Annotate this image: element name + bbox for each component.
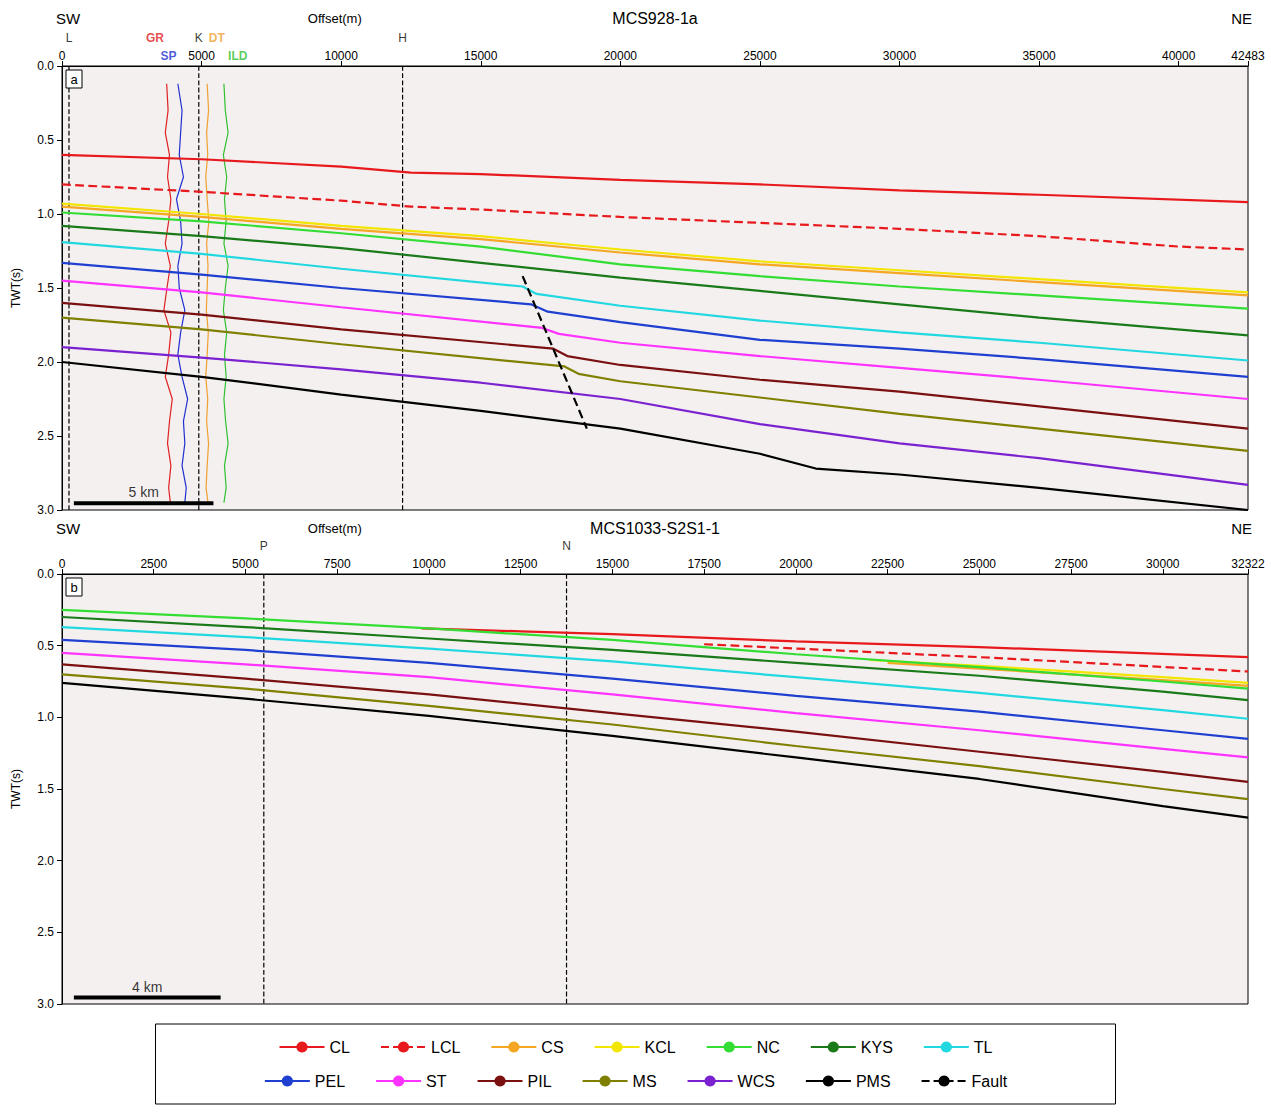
svg-text:0: 0 (59, 49, 66, 63)
svg-text:2.0: 2.0 (37, 355, 54, 369)
svg-text:30000: 30000 (883, 49, 917, 63)
svg-text:K: K (195, 31, 203, 45)
svg-text:TL: TL (974, 1039, 993, 1056)
svg-text:1.0: 1.0 (37, 207, 54, 221)
svg-text:H: H (398, 31, 407, 45)
svg-text:2.5: 2.5 (37, 429, 54, 443)
svg-text:P: P (260, 539, 268, 553)
svg-text:ILD: ILD (228, 49, 248, 63)
svg-text:SP: SP (160, 49, 176, 63)
svg-text:MCS1033-S2S1-1: MCS1033-S2S1-1 (590, 520, 720, 537)
svg-text:30000: 30000 (1146, 557, 1180, 571)
svg-text:0: 0 (59, 557, 66, 571)
svg-text:WCS: WCS (738, 1073, 775, 1090)
svg-text:20000: 20000 (604, 49, 638, 63)
svg-text:1.5: 1.5 (37, 782, 54, 796)
svg-text:Offset(m): Offset(m) (308, 11, 362, 26)
svg-text:5000: 5000 (188, 49, 215, 63)
svg-text:ST: ST (426, 1073, 447, 1090)
svg-text:22500: 22500 (871, 557, 905, 571)
svg-text:SW: SW (56, 10, 81, 27)
svg-text:20000: 20000 (779, 557, 813, 571)
svg-text:1.5: 1.5 (37, 281, 54, 295)
svg-text:NC: NC (757, 1039, 780, 1056)
svg-text:PMS: PMS (856, 1073, 891, 1090)
svg-text:0.5: 0.5 (37, 133, 54, 147)
svg-text:CS: CS (541, 1039, 563, 1056)
svg-text:KYS: KYS (861, 1039, 893, 1056)
svg-text:LCL: LCL (431, 1039, 460, 1056)
svg-text:GR: GR (146, 31, 164, 45)
svg-text:MS: MS (633, 1073, 657, 1090)
svg-text:TWT(s): TWT(s) (9, 268, 23, 308)
svg-text:27500: 27500 (1054, 557, 1088, 571)
svg-text:b: b (70, 580, 77, 595)
svg-text:17500: 17500 (687, 557, 721, 571)
svg-text:0.0: 0.0 (37, 567, 54, 581)
svg-text:3.0: 3.0 (37, 997, 54, 1011)
svg-text:25000: 25000 (743, 49, 777, 63)
svg-text:MCS928-1a: MCS928-1a (612, 10, 697, 27)
svg-text:10000: 10000 (324, 49, 358, 63)
svg-text:PEL: PEL (315, 1073, 345, 1090)
svg-text:L: L (66, 31, 73, 45)
svg-text:N: N (562, 539, 571, 553)
svg-text:0.5: 0.5 (37, 639, 54, 653)
svg-text:PIL: PIL (528, 1073, 552, 1090)
svg-text:25000: 25000 (963, 557, 997, 571)
svg-text:10000: 10000 (412, 557, 446, 571)
svg-text:42483: 42483 (1231, 49, 1265, 63)
svg-text:32322: 32322 (1231, 557, 1265, 571)
svg-text:TWT(s): TWT(s) (9, 769, 23, 809)
svg-text:2.5: 2.5 (37, 925, 54, 939)
svg-text:SW: SW (56, 520, 81, 537)
svg-text:15000: 15000 (464, 49, 498, 63)
svg-text:NE: NE (1231, 520, 1252, 537)
svg-text:Offset(m): Offset(m) (308, 521, 362, 536)
svg-text:KCL: KCL (645, 1039, 676, 1056)
svg-text:0.0: 0.0 (37, 59, 54, 73)
svg-text:1.0: 1.0 (37, 710, 54, 724)
svg-text:5 km: 5 km (128, 484, 158, 500)
svg-text:7500: 7500 (324, 557, 351, 571)
svg-text:2500: 2500 (140, 557, 167, 571)
svg-text:40000: 40000 (1162, 49, 1196, 63)
svg-text:5000: 5000 (232, 557, 259, 571)
svg-text:DT: DT (209, 31, 226, 45)
svg-text:15000: 15000 (596, 557, 630, 571)
svg-text:12500: 12500 (504, 557, 538, 571)
svg-text:Fault: Fault (972, 1073, 1008, 1090)
svg-text:2.0: 2.0 (37, 854, 54, 868)
svg-text:NE: NE (1231, 10, 1252, 27)
svg-text:35000: 35000 (1022, 49, 1056, 63)
svg-text:3.0: 3.0 (37, 503, 54, 517)
svg-text:4 km: 4 km (132, 979, 162, 995)
svg-text:a: a (70, 72, 78, 87)
svg-text:CL: CL (330, 1039, 351, 1056)
